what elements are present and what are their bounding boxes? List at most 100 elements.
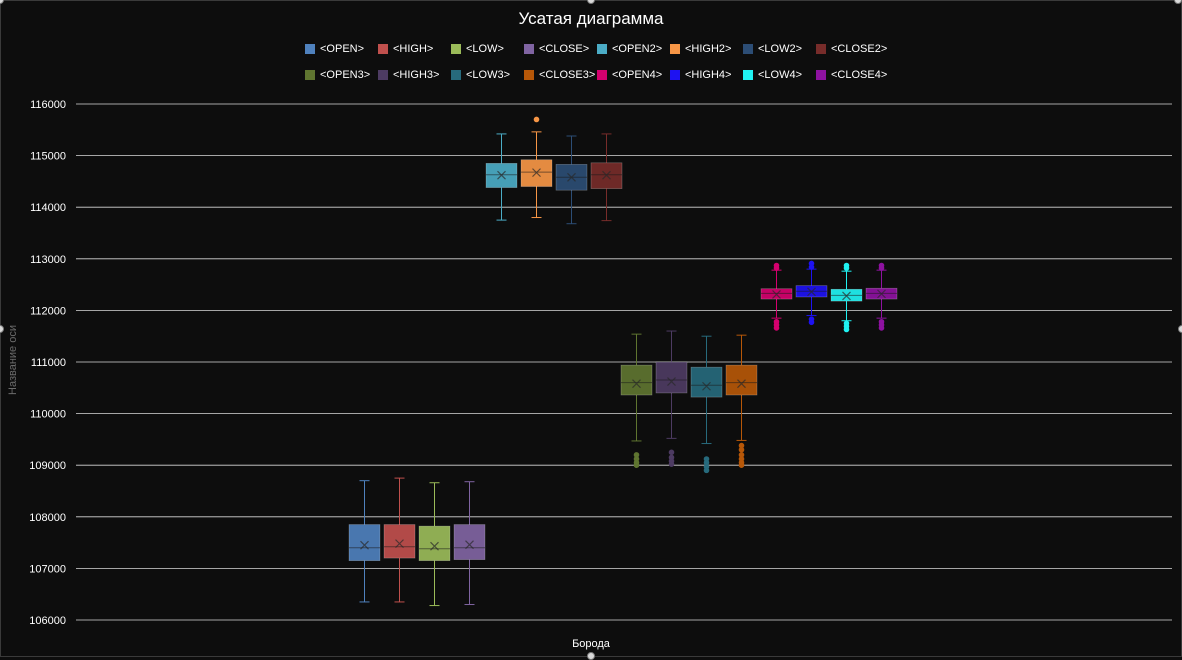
legend-swatch xyxy=(305,44,315,54)
legend-item-low2[interactable]: <LOW2> xyxy=(743,43,802,55)
legend-swatch xyxy=(597,44,607,54)
legend-swatch xyxy=(743,44,753,54)
legend-swatch xyxy=(451,70,461,80)
series-close3-outlier xyxy=(738,446,745,453)
legend-item-high3[interactable]: <HIGH3> xyxy=(378,69,439,81)
y-tick-label: 108000 xyxy=(29,512,66,524)
series-low-mean-marker xyxy=(430,541,439,551)
legend-label: <HIGH3> xyxy=(393,69,440,81)
legend-item-open3[interactable]: <OPEN3> xyxy=(305,69,370,81)
y-tick-label: 107000 xyxy=(29,563,66,575)
series-close3-outlier xyxy=(738,462,745,469)
legend-item-high2[interactable]: <HIGH2> xyxy=(670,43,731,55)
legend-label: <LOW> xyxy=(466,43,504,55)
legend-swatch xyxy=(378,44,388,54)
x-axis-title[interactable]: Борода xyxy=(572,638,610,650)
legend-swatch xyxy=(670,70,680,80)
y-tick-label: 113000 xyxy=(30,254,66,266)
series-close2-mean-marker xyxy=(602,170,611,180)
legend-label: <HIGH> xyxy=(393,43,434,55)
y-tick-label: 106000 xyxy=(29,615,66,627)
series-open2-mean-marker xyxy=(497,170,506,180)
legend-item-close2[interactable]: <CLOSE2> xyxy=(816,43,887,55)
legend-swatch xyxy=(670,44,680,54)
y-tick-label: 111000 xyxy=(31,357,66,369)
legend-label: <OPEN3> xyxy=(320,69,371,81)
y-tick-label: 109000 xyxy=(29,460,66,472)
legend-item-low4[interactable]: <LOW4> xyxy=(743,69,802,81)
series-high3-box xyxy=(655,361,688,394)
legend-swatch xyxy=(524,44,534,54)
series-low4-outlier xyxy=(843,265,850,271)
resize-handle-middle-right[interactable] xyxy=(1178,325,1182,333)
series-open4-outlier xyxy=(773,265,780,271)
legend-label: <LOW4> xyxy=(758,69,803,81)
series-high3-mean-marker xyxy=(667,377,676,387)
series-low-box xyxy=(418,525,451,561)
series-low3-box xyxy=(690,366,723,398)
y-tick-label: 112000 xyxy=(30,305,66,317)
y-tick-label: 110000 xyxy=(30,409,66,421)
series-high2-mean-marker xyxy=(532,168,541,178)
legend-item-open2[interactable]: <OPEN2> xyxy=(597,43,662,55)
legend-item-high[interactable]: <HIGH> xyxy=(378,43,433,55)
legend-label: <OPEN> xyxy=(320,43,365,55)
series-close4-outlier xyxy=(878,265,885,271)
series-high4-outlier xyxy=(808,319,815,326)
legend-label: <HIGH2> xyxy=(685,43,732,55)
legend-label: <CLOSE3> xyxy=(539,69,596,81)
legend-item-close[interactable]: <CLOSE> xyxy=(524,43,589,55)
legend-swatch xyxy=(816,44,826,54)
legend-swatch xyxy=(816,70,826,80)
series-open3-outlier xyxy=(633,462,640,469)
legend-swatch xyxy=(597,70,607,80)
series-open-mean-marker xyxy=(360,540,369,550)
series-high4-mean-marker xyxy=(807,287,816,297)
series-high-mean-marker xyxy=(395,539,404,549)
legend-item-close4[interactable]: <CLOSE4> xyxy=(816,69,887,81)
legend-swatch xyxy=(378,70,388,80)
legend-item-open4[interactable]: <OPEN4> xyxy=(597,69,662,81)
series-low4-outlier xyxy=(843,326,850,333)
legend-swatch xyxy=(524,70,534,80)
series-close4-mean-marker xyxy=(877,289,886,299)
chart-title[interactable]: Усатая диаграмма xyxy=(518,9,664,28)
series-close3-mean-marker xyxy=(737,379,746,389)
legend-label: <OPEN4> xyxy=(612,69,663,81)
series-close4-outlier xyxy=(878,325,885,331)
series-high3-outlier xyxy=(668,461,675,467)
legend-item-open[interactable]: <OPEN> xyxy=(305,43,364,55)
series-close-mean-marker xyxy=(465,540,474,550)
series-low2-mean-marker xyxy=(567,172,576,182)
series-high4-outlier xyxy=(808,264,815,270)
legend-label: <LOW2> xyxy=(758,43,803,55)
legend-swatch xyxy=(305,70,315,80)
legend-label: <HIGH4> xyxy=(685,69,732,81)
legend-label: <CLOSE4> xyxy=(831,69,888,81)
series-high2-outlier xyxy=(533,116,540,123)
series-high-box xyxy=(383,524,416,559)
y-tick-label: 116000 xyxy=(30,99,66,111)
legend-label: <LOW3> xyxy=(466,69,511,81)
legend-item-high4[interactable]: <HIGH4> xyxy=(670,69,731,81)
legend-item-low[interactable]: <LOW> xyxy=(451,43,504,55)
legend-label: <CLOSE> xyxy=(539,43,590,55)
series-open4-mean-marker xyxy=(772,289,781,299)
legend-swatch xyxy=(451,44,461,54)
legend-swatch xyxy=(743,70,753,80)
legend-item-low3[interactable]: <LOW3> xyxy=(451,69,510,81)
legend-item-close3[interactable]: <CLOSE3> xyxy=(524,69,595,81)
series-high3-outlier xyxy=(668,449,675,456)
legend-label: <OPEN2> xyxy=(612,43,663,55)
series-close-box xyxy=(453,524,486,560)
y-tick-label: 115000 xyxy=(30,151,66,163)
series-low3-outlier xyxy=(703,467,710,474)
series-low4-mean-marker xyxy=(842,291,851,301)
series-open4-outlier xyxy=(773,325,780,331)
series-close3-box xyxy=(725,364,758,396)
legend-label: <CLOSE2> xyxy=(831,43,888,55)
series-low3-mean-marker xyxy=(702,381,711,391)
series-open-box xyxy=(348,524,381,561)
